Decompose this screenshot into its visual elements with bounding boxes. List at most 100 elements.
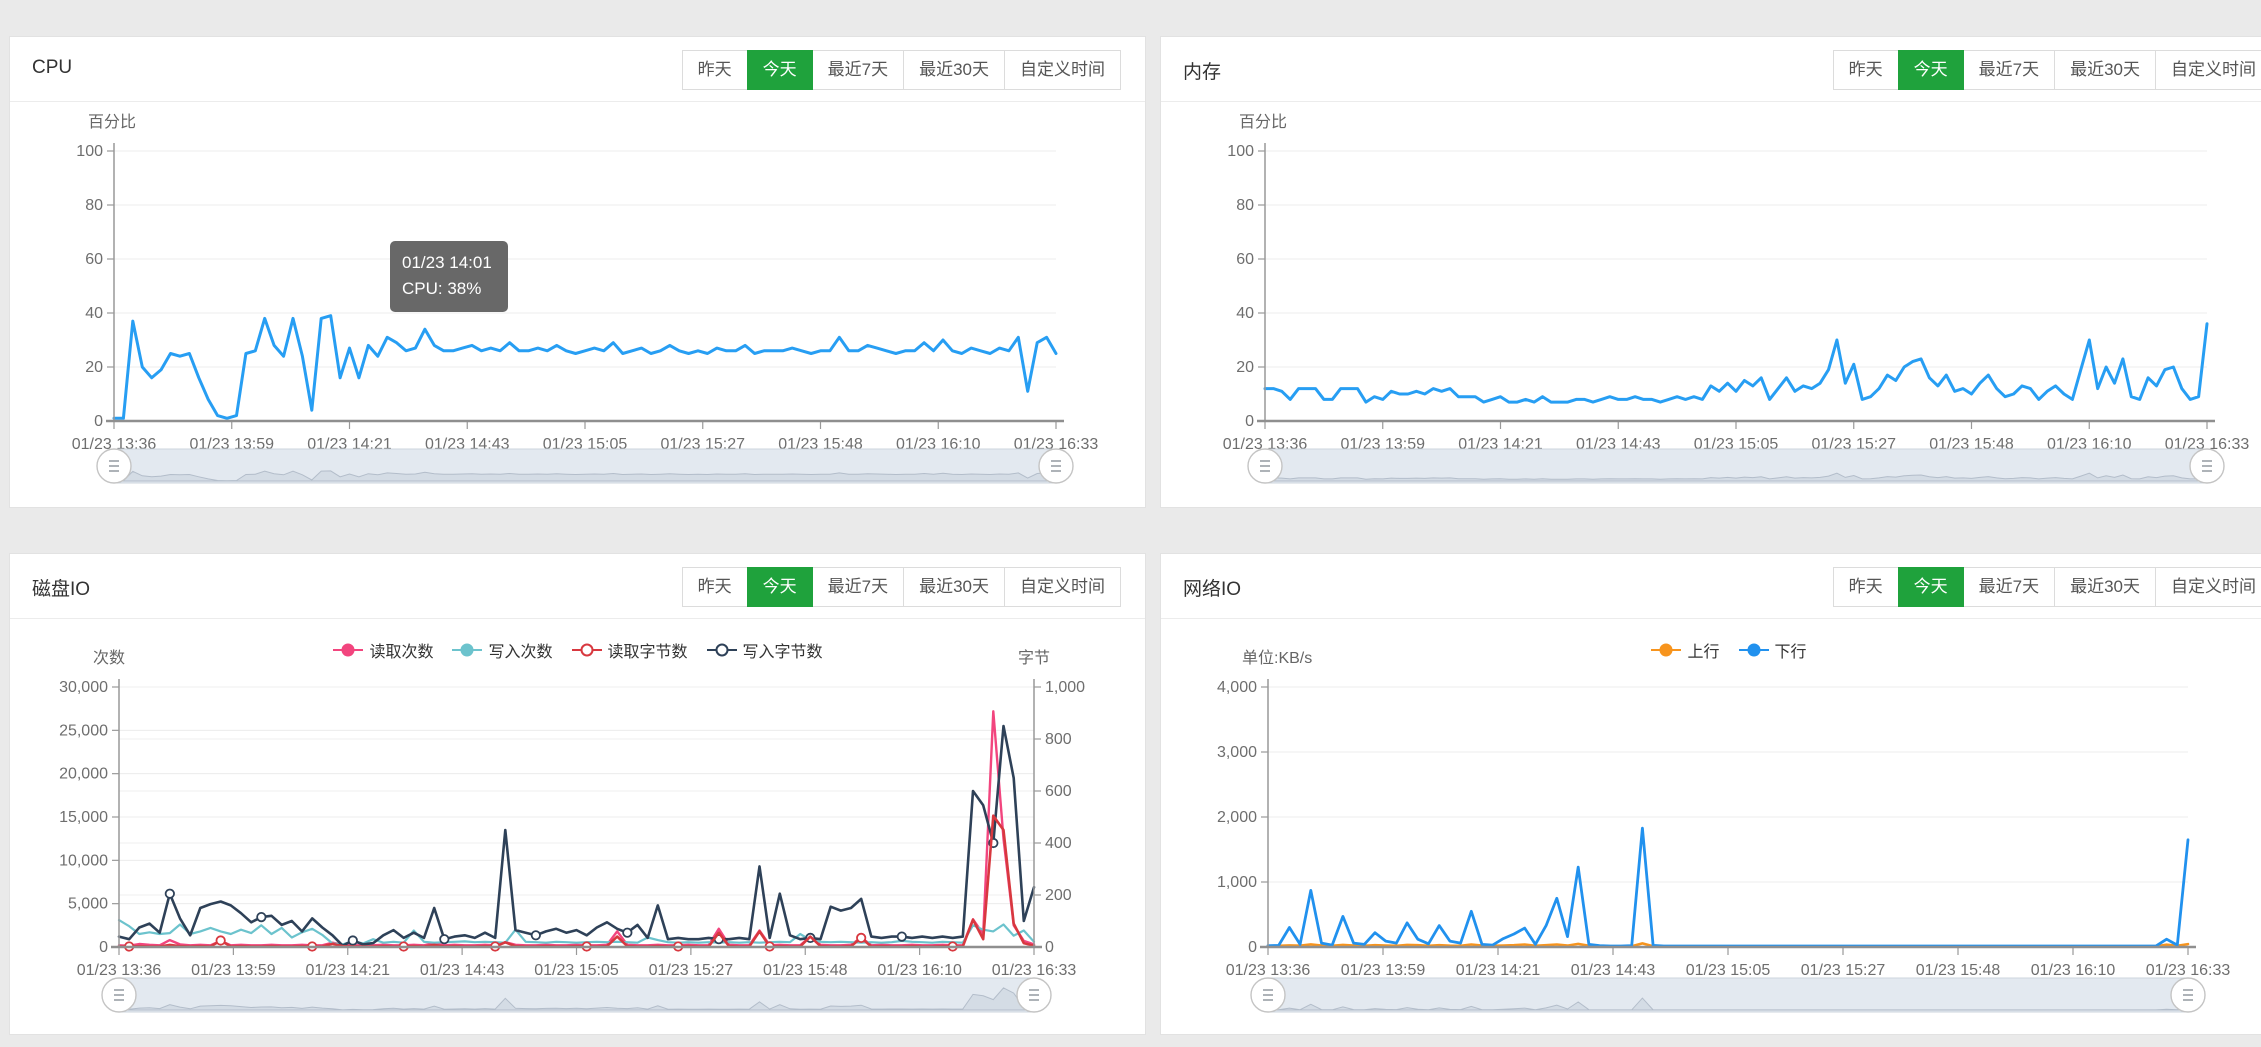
svg-text:0: 0: [1045, 939, 1054, 956]
svg-text:0: 0: [94, 413, 103, 430]
svg-text:0: 0: [1245, 413, 1254, 430]
time-btn-yesterday[interactable]: 昨天: [1832, 567, 1899, 607]
network-io-panel-header: 网络IO 昨天 今天 最近7天 最近30天 自定义时间: [1161, 554, 2261, 619]
time-btn-custom-range[interactable]: 自定义时间: [2155, 50, 2261, 90]
svg-text:01/23 16:10: 01/23 16:10: [877, 962, 962, 979]
legend-item-下行[interactable]: 下行: [1738, 638, 1807, 662]
memory-time-range-buttons: 昨天 今天 最近7天 最近30天 自定义时间: [1832, 50, 2261, 90]
legend-marker-icon: [1738, 643, 1769, 657]
cpu-panel-title: CPU: [32, 57, 73, 78]
svg-text:20: 20: [85, 359, 103, 376]
datazoom-handle[interactable]: [96, 448, 132, 484]
svg-text:60: 60: [1236, 251, 1254, 268]
datazoom-handle[interactable]: [2170, 977, 2206, 1013]
legend-label: 写入字节数: [742, 644, 823, 661]
disk-io-time-range-buttons: 昨天 今天 最近7天 最近30天 自定义时间: [681, 567, 1121, 607]
datazoom-handle[interactable]: [1250, 977, 1286, 1013]
time-btn-last30days[interactable]: 最近30天: [2054, 50, 2156, 90]
datazoom-handle[interactable]: [1247, 448, 1283, 484]
svg-text:400: 400: [1045, 835, 1072, 852]
network-io-chart: 0 1,000 2,000 3,000 4,000 01/23 13:36 01/23 13…: [1217, 649, 2231, 1013]
svg-text:100: 100: [76, 143, 103, 160]
svg-text:01/23 13:59: 01/23 13:59: [191, 962, 276, 979]
time-btn-yesterday[interactable]: 昨天: [681, 567, 748, 607]
svg-text:15,000: 15,000: [59, 809, 108, 826]
disk-io-panel: 磁盘IO 昨天 今天 最近7天 最近30天 自定义时间 读取次数 写入次数 读取字节…: [9, 553, 1146, 1035]
memory-panel: 内存 昨天 今天 最近7天 最近30天 自定义时间 0 20 40 60 80 100 01…: [1160, 36, 2261, 508]
svg-text:01/23 14:21: 01/23 14:21: [1456, 962, 1541, 979]
legend-label: 上行: [1687, 644, 1720, 661]
svg-text:80: 80: [85, 197, 103, 214]
time-btn-last7days[interactable]: 最近7天: [1962, 50, 2056, 90]
legend-item-读取次数[interactable]: 读取次数: [332, 638, 433, 662]
time-btn-custom-range[interactable]: 自定义时间: [1004, 567, 1121, 607]
svg-text:0: 0: [99, 939, 108, 956]
svg-text:01/23 15:48: 01/23 15:48: [1916, 962, 2001, 979]
legend-marker-icon: [571, 643, 602, 657]
cpu-chart-tooltip: 01/23 14:01 CPU: 38%: [390, 241, 508, 312]
datazoom-slider[interactable]: [1250, 977, 2206, 1013]
svg-text:10,000: 10,000: [59, 852, 108, 869]
time-btn-yesterday[interactable]: 昨天: [1832, 50, 1899, 90]
svg-text:01/23 15:27: 01/23 15:27: [649, 962, 734, 979]
svg-text:40: 40: [85, 305, 103, 322]
time-btn-last7days[interactable]: 最近7天: [811, 567, 905, 607]
svg-text:25,000: 25,000: [59, 722, 108, 739]
svg-text:2,000: 2,000: [1217, 809, 1257, 826]
time-btn-yesterday[interactable]: 昨天: [681, 50, 748, 90]
legend-item-读取字节数[interactable]: 读取字节数: [571, 638, 688, 662]
cpu-time-range-buttons: 昨天 今天 最近7天 最近30天 自定义时间: [681, 50, 1121, 90]
memory-panel-title: 内存: [1183, 62, 1222, 83]
svg-text:20: 20: [1236, 359, 1254, 376]
disk-io-legend: 读取次数 写入次数 读取字节数 写入字节数: [10, 638, 1145, 662]
time-btn-last7days[interactable]: 最近7天: [811, 50, 905, 90]
legend-item-写入次数[interactable]: 写入次数: [451, 638, 553, 662]
time-btn-last7days[interactable]: 最近7天: [1962, 567, 2056, 607]
cpu-panel: CPU 昨天 今天 最近7天 最近30天 自定义时间 0 20 40 60 80 100 0…: [9, 36, 1146, 508]
datazoom-handle[interactable]: [1038, 448, 1074, 484]
svg-text:01/23 13:59: 01/23 13:59: [1341, 962, 1426, 979]
svg-text:1,000: 1,000: [1045, 679, 1085, 696]
svg-text:字节: 字节: [1018, 649, 1050, 667]
svg-text:01/23 15:48: 01/23 15:48: [763, 962, 848, 979]
svg-text:01/23 14:43: 01/23 14:43: [420, 962, 505, 979]
legend-marker-icon: [452, 643, 483, 657]
time-btn-last30days[interactable]: 最近30天: [903, 50, 1005, 90]
network-io-panel: 网络IO 昨天 今天 最近7天 最近30天 自定义时间 上行 下行 0 1,000 2…: [1160, 553, 2261, 1035]
datazoom-handle[interactable]: [101, 977, 137, 1013]
svg-text:800: 800: [1045, 731, 1072, 748]
legend-label: 下行: [1774, 644, 1807, 661]
svg-text:01/23 13:36: 01/23 13:36: [77, 962, 162, 979]
legend-item-上行[interactable]: 上行: [1650, 638, 1720, 662]
svg-text:200: 200: [1045, 887, 1072, 904]
svg-text:20,000: 20,000: [59, 766, 108, 783]
datazoom-handle[interactable]: [2189, 448, 2225, 484]
legend-marker-icon: [706, 643, 737, 657]
svg-text:单位:KB/s: 单位:KB/s: [1242, 649, 1312, 667]
legend-label: 读取次数: [369, 644, 434, 661]
time-btn-today[interactable]: 今天: [1897, 567, 1964, 607]
time-btn-custom-range[interactable]: 自定义时间: [1004, 50, 1121, 90]
svg-text:01/23 15:05: 01/23 15:05: [534, 962, 619, 979]
svg-text:01/23 15:05: 01/23 15:05: [1686, 962, 1771, 979]
datazoom-slider[interactable]: [1247, 448, 2225, 484]
time-btn-last30days[interactable]: 最近30天: [903, 567, 1005, 607]
datazoom-slider[interactable]: [96, 448, 1074, 484]
time-btn-today[interactable]: 今天: [1897, 50, 1964, 90]
svg-text:百分比: 百分比: [88, 113, 136, 131]
svg-text:01/23 16:33: 01/23 16:33: [992, 962, 1077, 979]
svg-text:01/23 16:33: 01/23 16:33: [2146, 962, 2231, 979]
svg-text:01/23 13:36: 01/23 13:36: [1226, 962, 1311, 979]
time-btn-last30days[interactable]: 最近30天: [2054, 567, 2156, 607]
time-btn-today[interactable]: 今天: [746, 50, 813, 90]
time-btn-today[interactable]: 今天: [746, 567, 813, 607]
svg-text:百分比: 百分比: [1239, 113, 1287, 131]
svg-text:01/23 14:21: 01/23 14:21: [305, 962, 390, 979]
time-btn-custom-range[interactable]: 自定义时间: [2155, 567, 2261, 607]
tooltip-time: 01/23 14:01: [402, 253, 492, 272]
svg-text:5,000: 5,000: [68, 896, 108, 913]
legend-item-写入字节数[interactable]: 写入字节数: [706, 638, 823, 662]
datazoom-handle[interactable]: [1016, 977, 1052, 1013]
datazoom-slider[interactable]: [101, 977, 1052, 1013]
